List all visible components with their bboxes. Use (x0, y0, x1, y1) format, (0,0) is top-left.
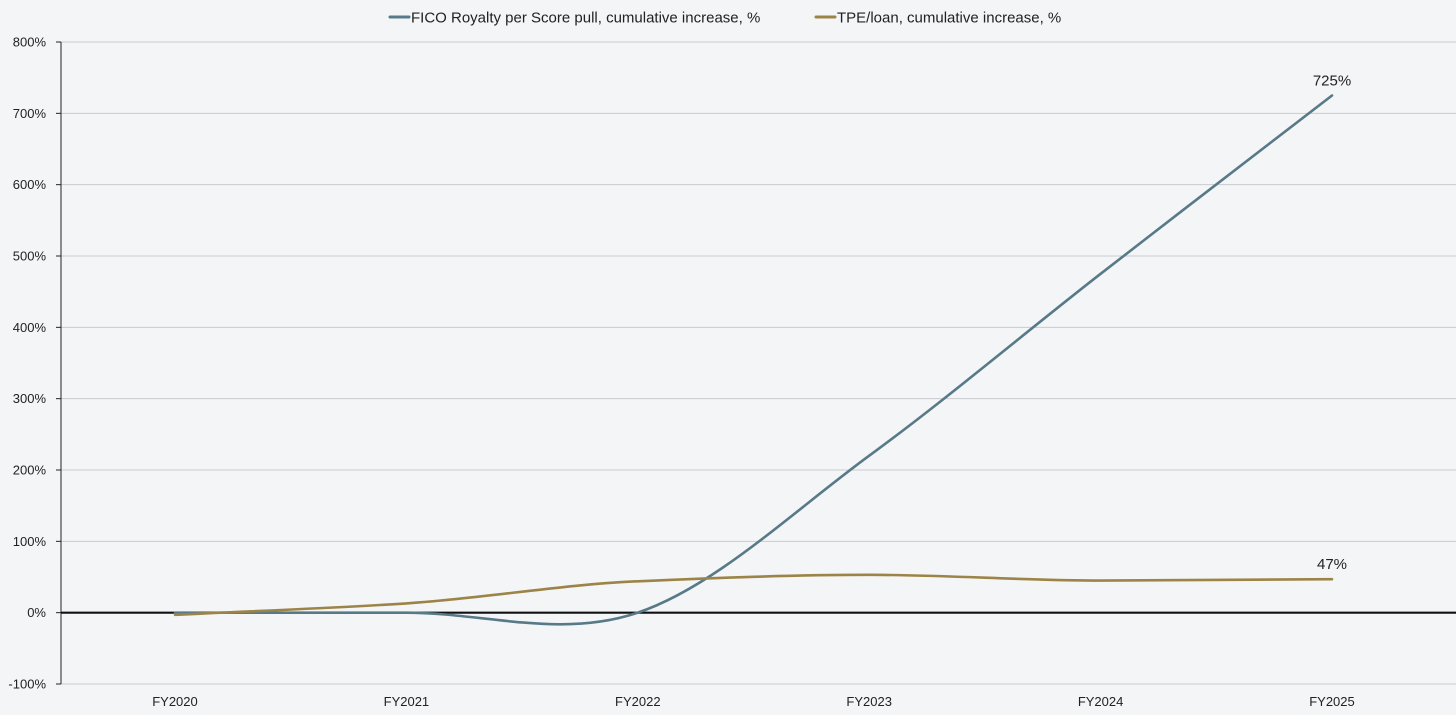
y-tick-label: 200% (13, 463, 47, 478)
x-tick-label: FY2022 (615, 694, 661, 709)
series-lines (173, 94, 1334, 626)
x-tick-label: FY2025 (1309, 694, 1355, 709)
series-line-1 (173, 94, 1334, 626)
y-tick-label: 400% (13, 320, 47, 335)
gridlines (61, 41, 1456, 685)
y-tick-label: 700% (13, 106, 47, 121)
axes: -100% 0% 100% 200% 300% 400% 500% 600% 700% 800% F… (8, 35, 1456, 709)
legend: FICO Royalty per Score pull, cumulative … (388, 10, 1061, 27)
x-tick-label: FY2024 (1078, 694, 1124, 709)
y-tick-label: 600% (13, 177, 47, 192)
legend-label-2: TPE/loan, cumulative increase, % (837, 10, 1061, 27)
y-tick-label: 800% (13, 35, 47, 50)
end-value-label-1: 725% (1313, 73, 1351, 90)
y-tick-label: 500% (13, 249, 47, 264)
series-line-2 (173, 573, 1334, 617)
x-tick-label: FY2020 (152, 694, 198, 709)
y-tick-label: 100% (13, 534, 47, 549)
y-tick-label: -100% (8, 677, 46, 692)
end-value-label-2: 47% (1317, 556, 1347, 573)
y-tick-label: 300% (13, 391, 47, 406)
x-tick-label: FY2021 (384, 694, 430, 709)
data-labels: 725% 47% (1313, 73, 1351, 574)
x-tick-label: FY2023 (846, 694, 892, 709)
legend-label-1: FICO Royalty per Score pull, cumulative … (411, 10, 760, 27)
y-tick-label: 0% (27, 605, 46, 620)
